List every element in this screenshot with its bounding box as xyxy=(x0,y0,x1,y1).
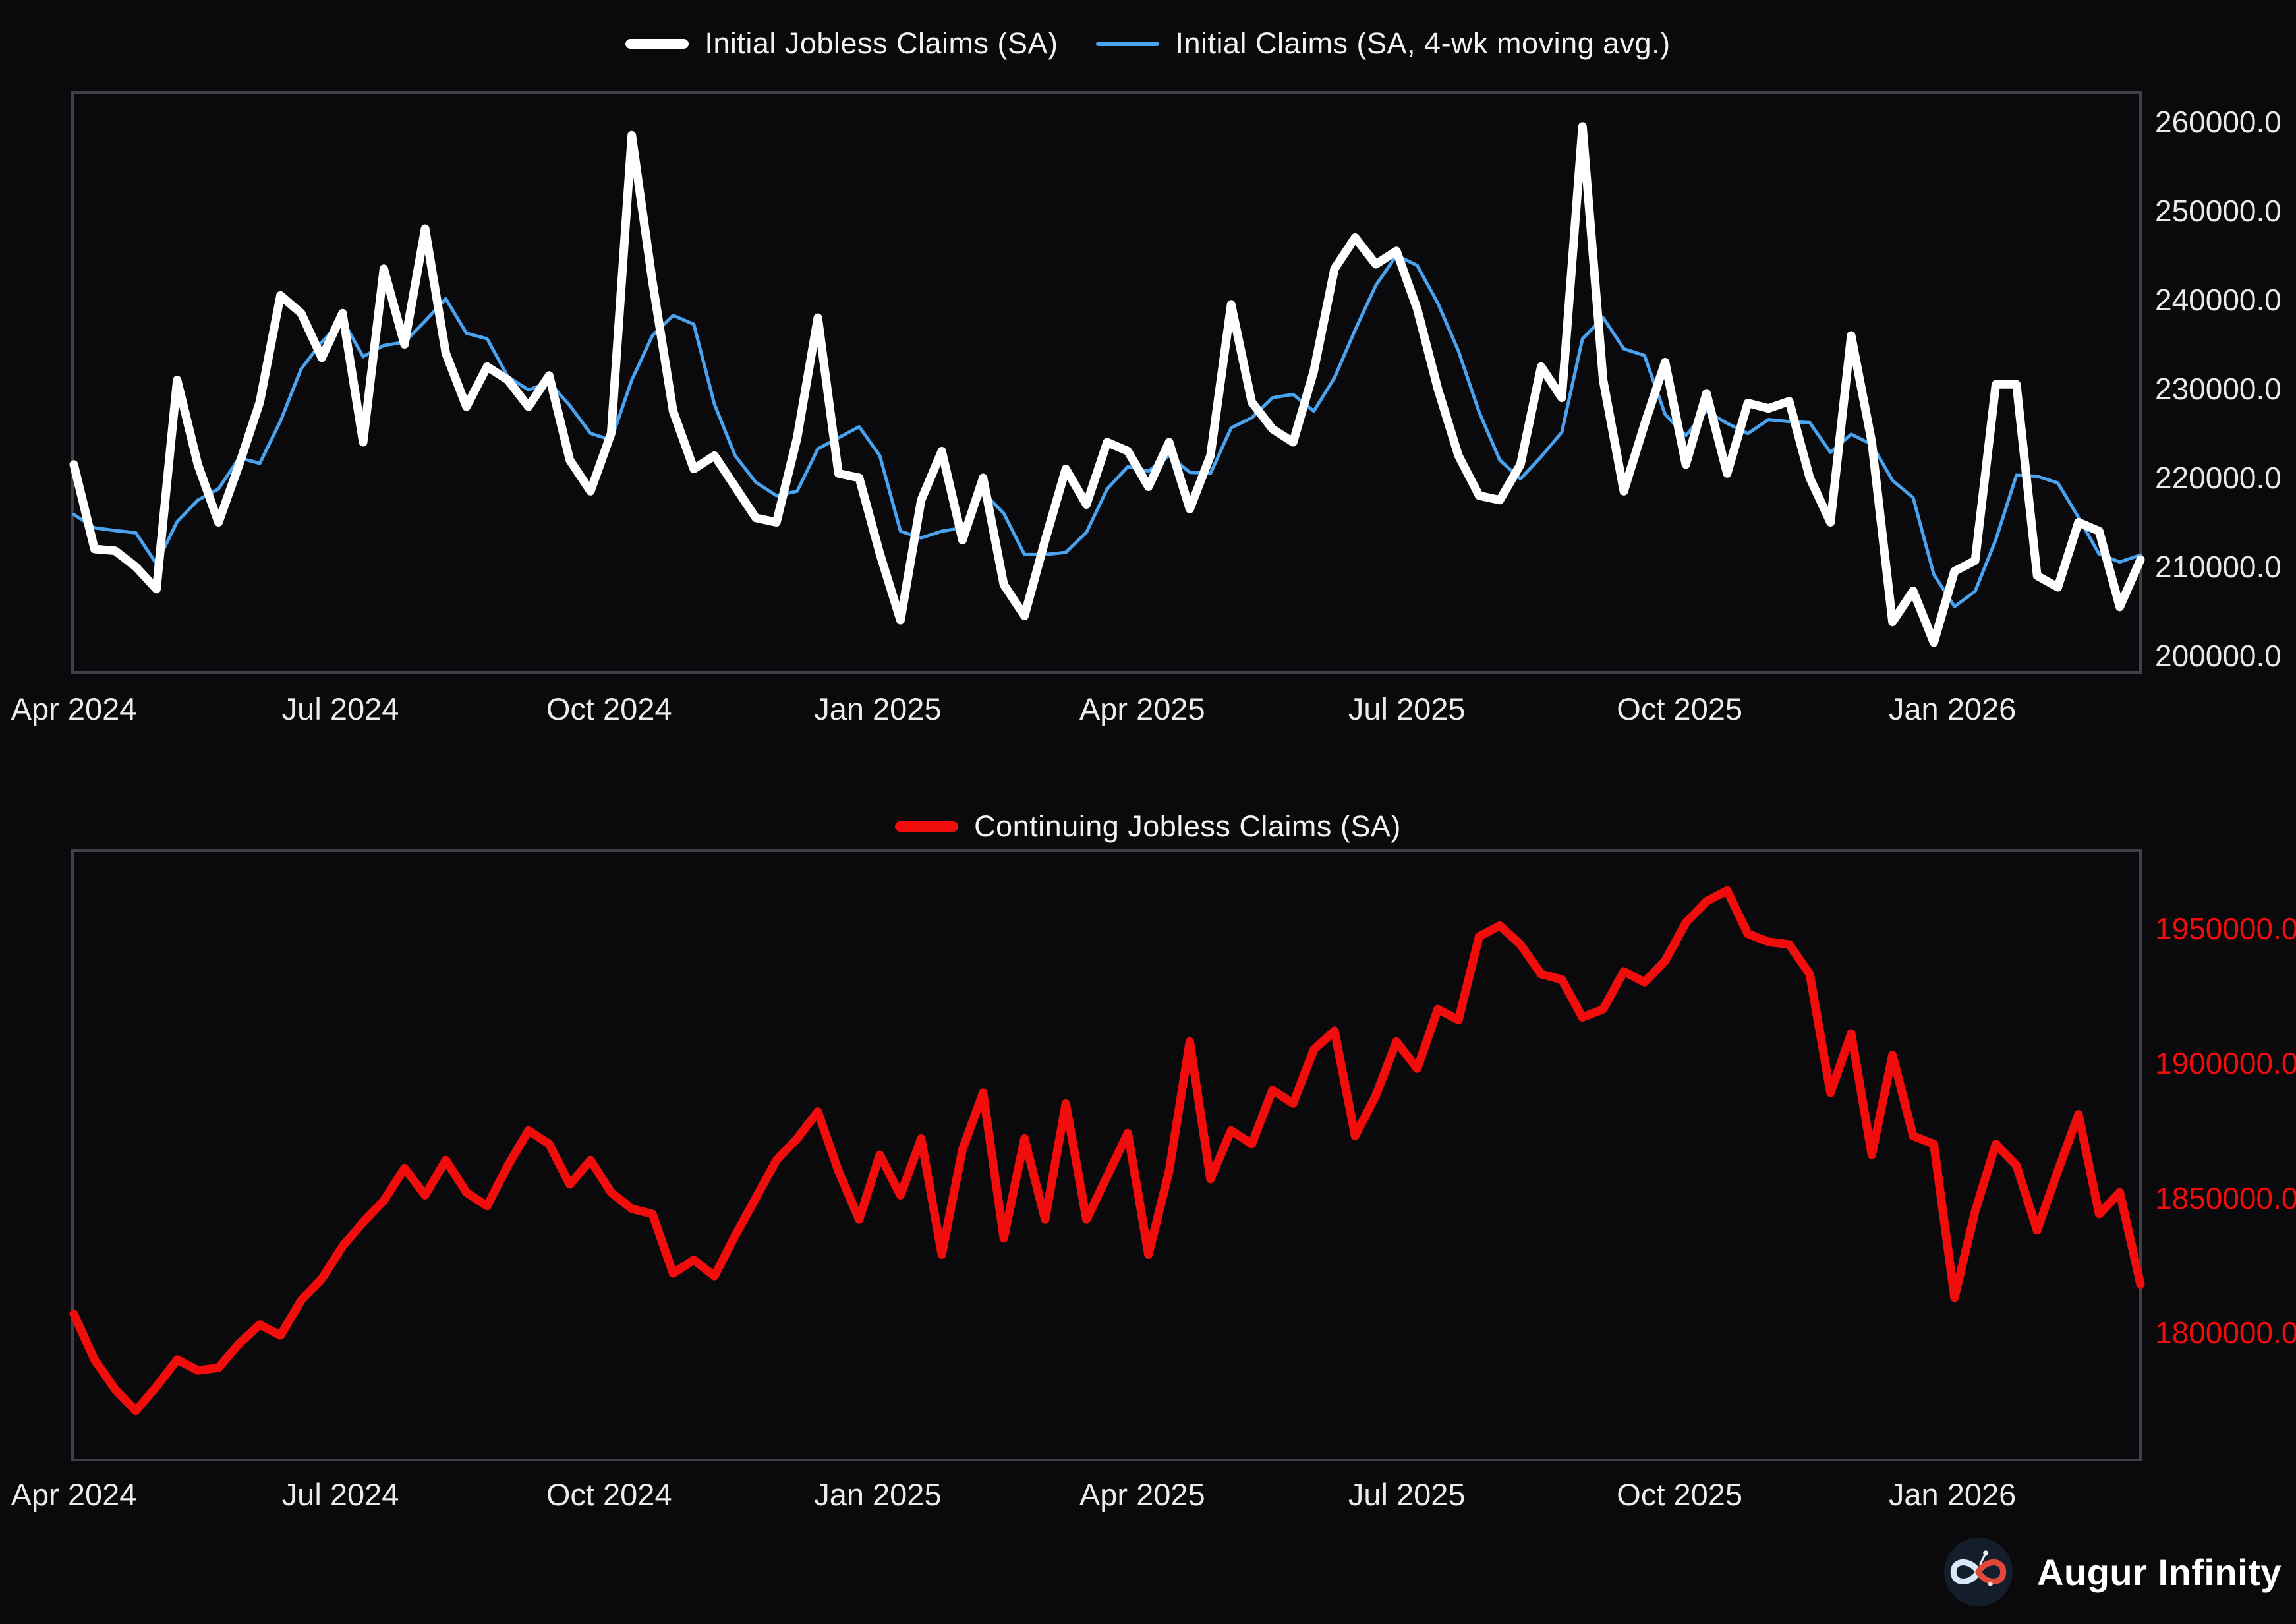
initial-y-tick-label: 230000.0 xyxy=(2155,372,2282,406)
initial-x-tick-label: Oct 2025 xyxy=(1617,691,1743,726)
initial-y-tick-label: 240000.0 xyxy=(2155,283,2282,317)
continuing-y-tick-label: 1800000.0 xyxy=(2155,1316,2296,1350)
continuing-claims-legend-label: Continuing Jobless Claims (SA) xyxy=(974,809,1401,843)
continuing-y-tick-label: 1900000.0 xyxy=(2155,1046,2296,1080)
continuing-x-tick-label: Apr 2025 xyxy=(1079,1477,1205,1512)
continuing-x-tick-label: Oct 2024 xyxy=(546,1477,672,1512)
initial-y-tick-label: 220000.0 xyxy=(2155,461,2282,495)
initial-x-tick-label: Jan 2026 xyxy=(1888,691,2017,726)
initial-y-tick-label: 260000.0 xyxy=(2155,105,2282,139)
initial-y-tick-label: 200000.0 xyxy=(2155,639,2282,673)
continuing-x-tick-label: Jul 2024 xyxy=(281,1477,399,1512)
continuing-x-tick-label: Jan 2025 xyxy=(814,1477,942,1512)
continuing-claims-plot-border xyxy=(71,849,2142,1461)
initial-y-tick-label: 210000.0 xyxy=(2155,550,2282,584)
legend-item-initial-claims-ma[interactable]: Initial Claims (SA, 4-wk moving avg.) xyxy=(1096,26,1670,61)
initial-x-tick-label: Jul 2025 xyxy=(1348,691,1466,726)
ma-legend-label: Initial Claims (SA, 4-wk moving avg.) xyxy=(1175,26,1671,60)
continuing-x-tick-label: Oct 2025 xyxy=(1617,1477,1743,1512)
initial-claims-legend-label: Initial Jobless Claims (SA) xyxy=(704,26,1058,60)
initial-x-tick-label: Jan 2025 xyxy=(814,691,942,726)
continuing-claims-line xyxy=(69,886,2145,1416)
legend-item-initial-claims[interactable]: Initial Jobless Claims (SA) xyxy=(625,26,1058,61)
continuing-x-tick-label: Jul 2025 xyxy=(1348,1477,1466,1512)
continuing-y-tick-label: 1950000.0 xyxy=(2155,911,2296,946)
initial-chart-legend: Initial Jobless Claims (SA) Initial Clai… xyxy=(0,26,2296,61)
continuing-y-tick-label: 1850000.0 xyxy=(2155,1180,2296,1215)
brand-name: Augur Infinity xyxy=(2037,1551,2282,1593)
ma-line-swatch-icon xyxy=(1096,41,1160,46)
initial-x-tick-label: Apr 2025 xyxy=(1079,691,1205,726)
legend-item-continuing-claims[interactable]: Continuing Jobless Claims (SA) xyxy=(895,809,1401,844)
initial-claims-swatch-icon xyxy=(625,38,689,49)
initial-y-tick-label: 250000.0 xyxy=(2155,194,2282,228)
continuing-chart-legend: Continuing Jobless Claims (SA) xyxy=(0,809,2296,844)
brand-logo[interactable]: Augur Infinity xyxy=(1943,1537,2282,1607)
initial-x-tick-label: Apr 2024 xyxy=(11,691,137,726)
initial-claims-line xyxy=(69,122,2145,647)
continuing-x-tick-label: Apr 2024 xyxy=(11,1477,137,1512)
continuing-claims-swatch-icon xyxy=(895,821,959,832)
continuing-x-tick-label: Jan 2026 xyxy=(1888,1477,2017,1512)
initial-claims-plot-border xyxy=(71,91,2142,674)
initial-x-tick-label: Oct 2024 xyxy=(546,691,672,726)
initial-x-tick-label: Jul 2024 xyxy=(281,691,399,726)
initial-claims-ma-line xyxy=(72,254,2142,608)
augur-infinity-logo-icon xyxy=(1944,1538,2013,1606)
